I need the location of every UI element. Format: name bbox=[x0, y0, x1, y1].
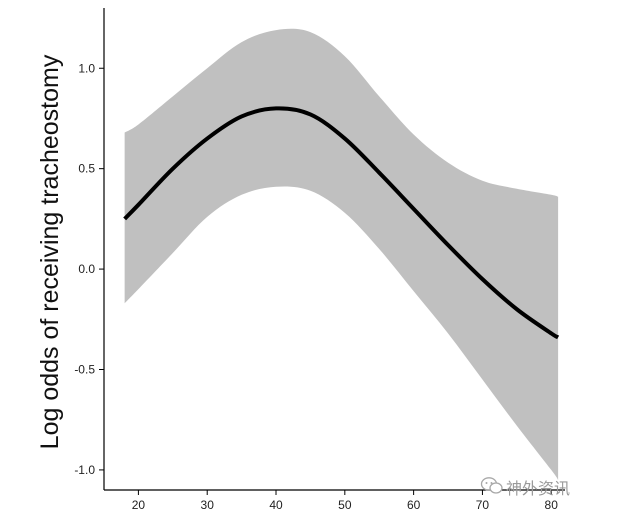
x-tick-label: 30 bbox=[201, 498, 215, 512]
watermark-text: 神外资讯 bbox=[506, 479, 570, 498]
confidence-band bbox=[124, 28, 559, 480]
y-axis-label: Log odds of receiving tracheostomy bbox=[36, 54, 64, 449]
x-tick-label: 80 bbox=[545, 498, 559, 512]
x-tick-label: 70 bbox=[476, 498, 490, 512]
y-tick-label: 0.5 bbox=[78, 162, 95, 176]
x-tick-label: 20 bbox=[132, 498, 146, 512]
x-tick-label: 60 bbox=[407, 498, 421, 512]
y-tick-label: -0.5 bbox=[74, 363, 95, 377]
y-tick-label: -1.0 bbox=[74, 463, 95, 477]
axes: 20 30 40 50 60 70 80 -1.0 -0.5 0.0 0.5 1.0 bbox=[74, 8, 565, 512]
watermark: 神外资讯 bbox=[480, 477, 570, 498]
y-tick-label: 1.0 bbox=[78, 61, 95, 75]
y-tick-label: 0.0 bbox=[78, 262, 95, 276]
wechat-icon bbox=[480, 477, 503, 494]
plot-area bbox=[123, 28, 560, 480]
fitted-curve bbox=[123, 106, 560, 340]
x-tick-label: 40 bbox=[269, 498, 283, 512]
x-tick-label: 50 bbox=[338, 498, 352, 512]
